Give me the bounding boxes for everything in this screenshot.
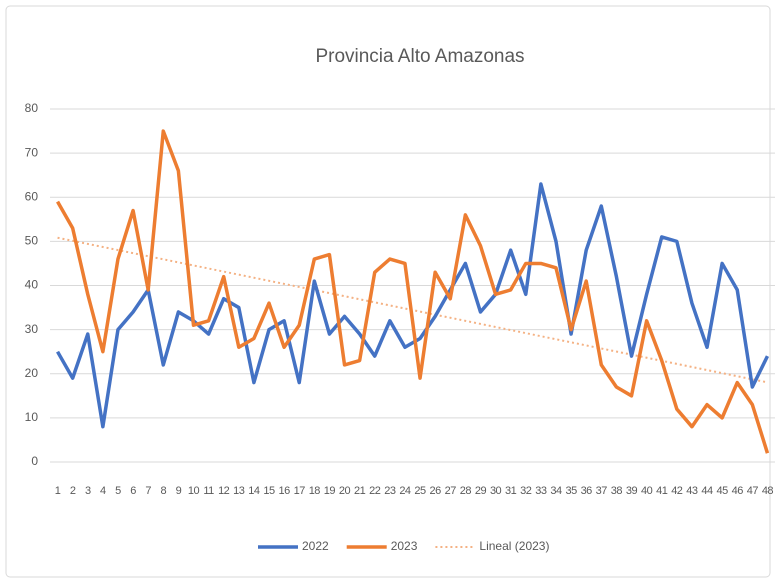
x-tick-label: 39 bbox=[626, 485, 638, 497]
y-tick-label: 40 bbox=[25, 278, 39, 292]
x-tick-label: 37 bbox=[596, 485, 608, 497]
x-tick-label: 45 bbox=[717, 485, 729, 497]
y-tick-label: 0 bbox=[31, 454, 38, 468]
x-tick-label: 47 bbox=[747, 485, 759, 497]
x-tick-label: 46 bbox=[732, 485, 744, 497]
legend-label: Lineal (2023) bbox=[479, 539, 549, 553]
x-tick-label: 34 bbox=[550, 485, 562, 497]
y-tick-label: 60 bbox=[25, 189, 39, 203]
x-tick-label: 27 bbox=[445, 485, 457, 497]
legend-label: 2022 bbox=[302, 539, 329, 553]
x-tick-label: 13 bbox=[233, 485, 245, 497]
x-tick-label: 33 bbox=[535, 485, 547, 497]
x-tick-label: 4 bbox=[100, 485, 106, 497]
x-tick-label: 24 bbox=[399, 485, 411, 497]
x-tick-label: 10 bbox=[188, 485, 200, 497]
x-tick-label: 43 bbox=[686, 485, 698, 497]
x-tick-label: 18 bbox=[309, 485, 321, 497]
x-tick-label: 6 bbox=[130, 485, 136, 497]
x-tick-label: 38 bbox=[611, 485, 623, 497]
x-tick-label: 26 bbox=[430, 485, 442, 497]
y-tick-label: 10 bbox=[25, 410, 39, 424]
series-line bbox=[56, 129, 770, 454]
x-tick-label: 28 bbox=[460, 485, 472, 497]
chart-border bbox=[5, 5, 771, 578]
x-tick-label: 2 bbox=[70, 485, 76, 497]
y-tick-label: 80 bbox=[25, 101, 39, 115]
series-line bbox=[56, 182, 770, 429]
x-tick-label: 14 bbox=[248, 485, 260, 497]
x-tick-label: 17 bbox=[294, 485, 306, 497]
x-tick-label: 42 bbox=[671, 485, 683, 497]
chart-title: Provincia Alto Amazonas bbox=[315, 46, 524, 67]
legend-label: 2023 bbox=[391, 539, 418, 553]
x-tick-label: 30 bbox=[490, 485, 502, 497]
x-tick-label: 9 bbox=[176, 485, 182, 497]
y-tick-label: 50 bbox=[25, 234, 39, 248]
y-tick-label: 30 bbox=[25, 322, 39, 336]
x-tick-label: 5 bbox=[115, 485, 121, 497]
x-tick-label: 3 bbox=[85, 485, 91, 497]
x-tick-label: 16 bbox=[278, 485, 290, 497]
x-tick-label: 35 bbox=[565, 485, 577, 497]
x-tick-label: 1 bbox=[55, 485, 61, 497]
x-tick-label: 12 bbox=[218, 485, 230, 497]
x-tick-label: 23 bbox=[384, 485, 396, 497]
y-tick-label: 20 bbox=[25, 366, 39, 380]
x-tick-label: 7 bbox=[145, 485, 151, 497]
x-tick-label: 11 bbox=[203, 485, 214, 497]
x-tick-label: 19 bbox=[324, 485, 336, 497]
x-tick-label: 29 bbox=[475, 485, 487, 497]
x-tick-label: 32 bbox=[520, 485, 532, 497]
x-tick-label: 22 bbox=[369, 485, 381, 497]
x-tick-label: 44 bbox=[701, 485, 713, 497]
x-tick-label: 8 bbox=[160, 485, 166, 497]
x-tick-label: 20 bbox=[339, 485, 351, 497]
x-tick-label: 41 bbox=[656, 485, 668, 497]
x-tick-label: 40 bbox=[641, 485, 653, 497]
x-tick-label: 25 bbox=[414, 485, 426, 497]
trendline bbox=[57, 236, 768, 384]
y-tick-label: 70 bbox=[25, 145, 39, 159]
x-tick-label: 48 bbox=[762, 485, 774, 497]
x-tick-label: 31 bbox=[505, 485, 517, 497]
x-tick-label: 21 bbox=[354, 485, 366, 497]
x-tick-label: 36 bbox=[581, 485, 593, 497]
x-tick-label: 15 bbox=[263, 485, 275, 497]
